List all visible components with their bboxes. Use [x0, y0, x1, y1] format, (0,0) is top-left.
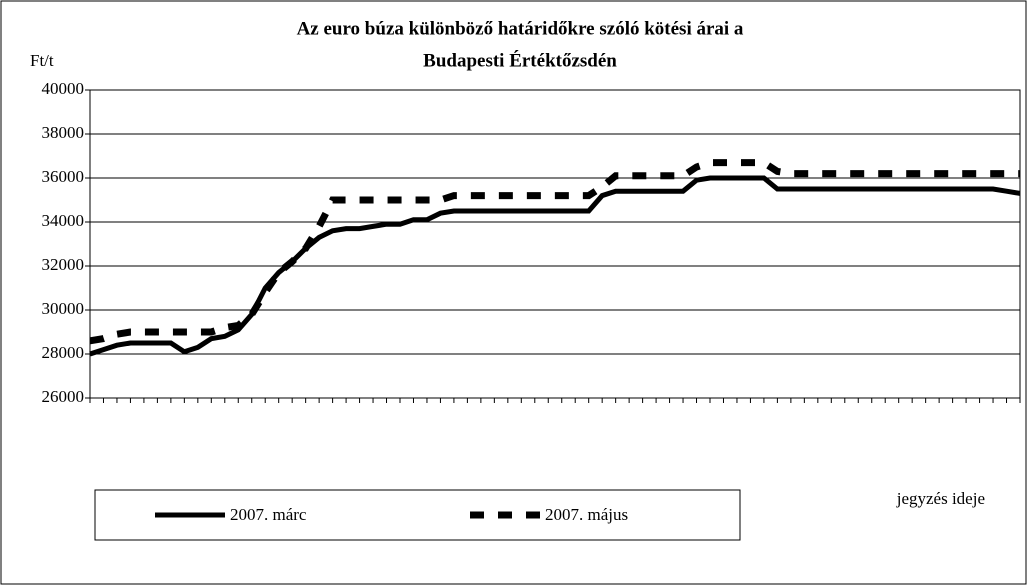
y-tick-label: 36000 — [42, 167, 85, 186]
chart-title: Az euro búza különböző határidőkre szóló… — [297, 18, 744, 39]
x-axis-label: jegyzés ideje — [896, 489, 985, 508]
y-axis-label: Ft/t — [30, 51, 54, 70]
series-line — [89, 159, 1020, 345]
y-tick-label: 28000 — [42, 343, 85, 362]
legend-label: 2007. május — [545, 505, 628, 524]
chart-title: Budapesti Értéktőzsdén — [423, 49, 617, 71]
plot-area — [89, 89, 1021, 399]
legend — [94, 489, 741, 541]
y-tick-label: 30000 — [42, 299, 85, 318]
series-line — [89, 175, 1021, 357]
y-tick-label: 32000 — [42, 255, 85, 274]
y-tick-label: 26000 — [42, 387, 85, 406]
y-tick-label: 34000 — [42, 211, 85, 230]
y-tick-label: 38000 — [42, 123, 85, 142]
y-tick-label: 40000 — [42, 79, 85, 98]
legend-label: 2007. márc — [230, 505, 307, 524]
